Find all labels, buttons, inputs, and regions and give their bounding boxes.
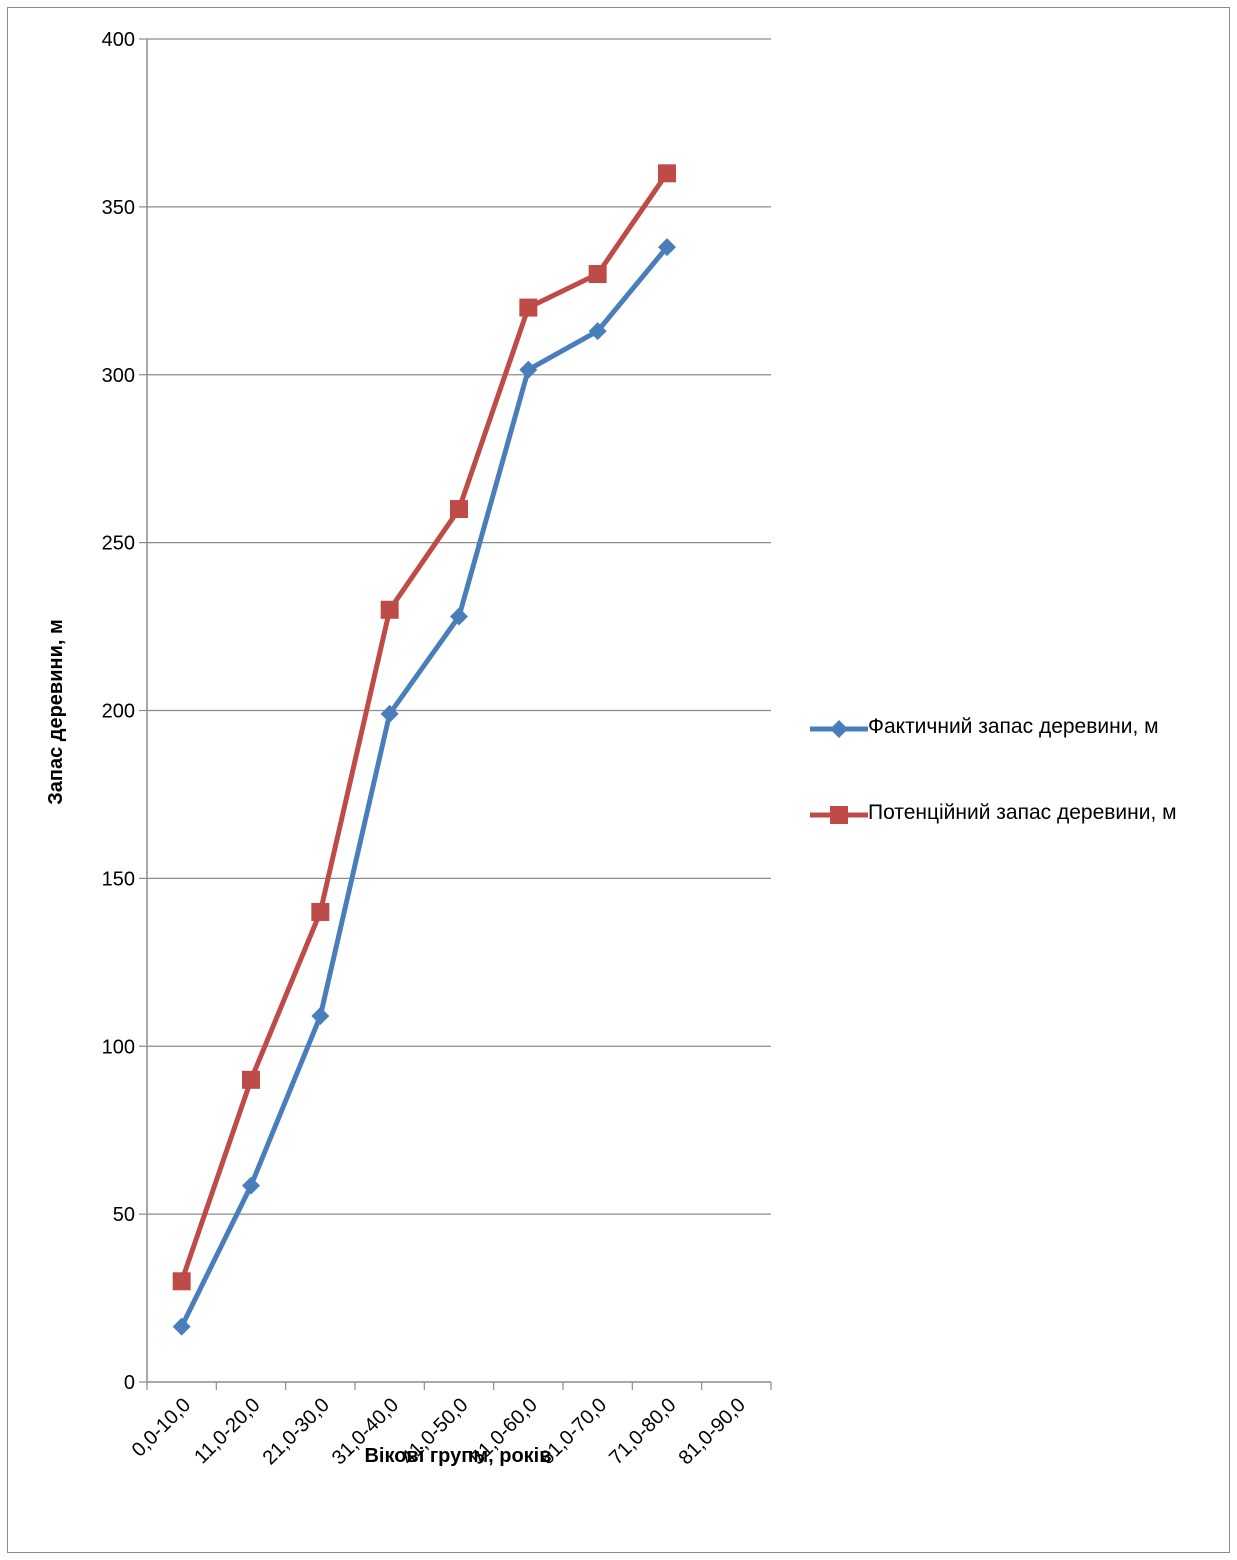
data-point (658, 164, 676, 183)
data-point (172, 1272, 191, 1291)
legend-item-potential: Потенційний запас деревини, м (810, 798, 1213, 828)
data-point (172, 1317, 191, 1336)
data-point (450, 607, 468, 626)
series-1 (172, 164, 676, 1291)
series-line (179, 245, 669, 1328)
data-point (450, 500, 468, 519)
y-tick-label: 100 (102, 1036, 135, 1058)
y-tick-label: 350 (102, 197, 135, 219)
data-point (242, 1176, 260, 1195)
data-point (588, 322, 607, 341)
series-layer (172, 164, 676, 1336)
y-tick-label: 200 (102, 701, 135, 723)
y-tick-label: 300 (102, 365, 135, 387)
y-tick-label: 0 (124, 1372, 135, 1394)
axes (139, 38, 772, 1390)
y-tick-label: 150 (102, 868, 135, 890)
gridlines (147, 38, 771, 1215)
legend-swatch-diamond (810, 712, 868, 742)
data-point (311, 1007, 330, 1026)
y-tick-label: 400 (102, 29, 135, 51)
y-tick-labels: 0 50 100 150 200 250 300 350 400 (102, 29, 135, 1394)
legend-label-potential: Потенційний запас деревини, м (868, 801, 1177, 824)
data-point (519, 298, 538, 317)
data-point (380, 704, 399, 723)
x-tick-label: 11,0-20,0 (190, 1394, 264, 1468)
x-tick-label: 71,0-80,0 (605, 1394, 680, 1469)
y-tick-label: 250 (102, 533, 135, 555)
legend-label-actual: Фактичний запас деревини, м (868, 715, 1159, 738)
chart-frame (7, 7, 1230, 1553)
y-axis-label: Запас деревини, м (45, 619, 67, 805)
x-tick-label: 21,0-30,0 (259, 1394, 334, 1469)
series-line (179, 171, 670, 1283)
legend-item-actual: Фактичний запас деревини, м (810, 712, 1213, 742)
data-point (311, 902, 330, 921)
data-point (380, 600, 399, 619)
series-0 (172, 238, 676, 1336)
x-tick-label: 0,0-10,0 (128, 1394, 195, 1461)
data-point (588, 265, 607, 284)
y-tick-label: 50 (113, 1204, 135, 1226)
x-axis-label: Вікові групм, років (364, 1445, 551, 1467)
data-point (519, 360, 538, 379)
legend-swatch-square (810, 798, 868, 828)
data-point (658, 238, 676, 257)
x-tick-label: 81,0-90,0 (675, 1394, 750, 1469)
data-point (242, 1070, 260, 1089)
